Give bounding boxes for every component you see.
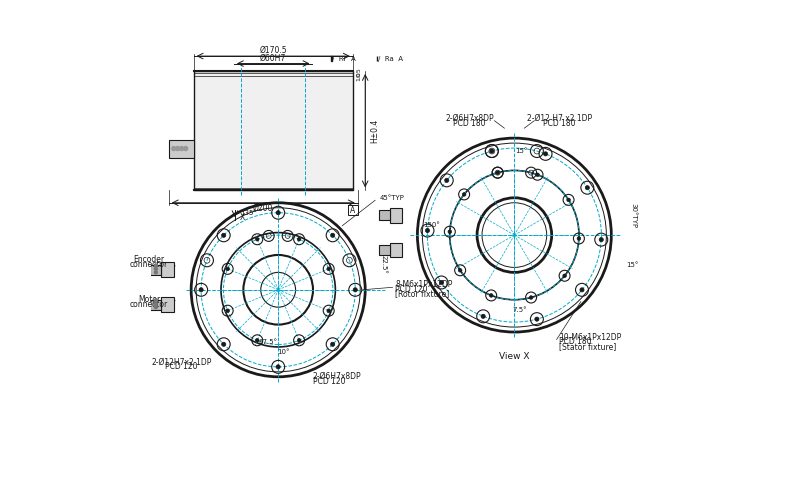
Text: PCD 120: PCD 120	[165, 362, 198, 372]
Text: /  Rr  A: / Rr A	[332, 56, 356, 62]
Circle shape	[199, 288, 203, 292]
Circle shape	[353, 288, 358, 292]
Text: 30°TYP: 30°TYP	[630, 202, 637, 228]
Text: Ø200: Ø200	[253, 204, 274, 213]
Circle shape	[563, 274, 566, 278]
Circle shape	[172, 146, 176, 150]
Bar	[390, 242, 402, 258]
Text: PCD 120: PCD 120	[313, 378, 346, 386]
Circle shape	[445, 178, 449, 182]
Text: 2-Ø6H7x8DP: 2-Ø6H7x8DP	[446, 114, 494, 122]
Circle shape	[536, 173, 539, 176]
Circle shape	[327, 267, 330, 270]
Text: Ø170.5: Ø170.5	[259, 46, 287, 54]
Circle shape	[426, 228, 430, 232]
Circle shape	[255, 238, 259, 241]
Text: 2-Ø6H7x8DP: 2-Ø6H7x8DP	[313, 372, 362, 382]
Circle shape	[222, 233, 226, 237]
Circle shape	[154, 264, 158, 267]
Bar	[194, 71, 353, 190]
Circle shape	[462, 192, 466, 196]
Circle shape	[298, 338, 301, 342]
Text: 45°TYP: 45°TYP	[380, 195, 405, 201]
Circle shape	[458, 268, 462, 272]
Text: [Rotor fixture]: [Rotor fixture]	[395, 290, 450, 298]
Text: A: A	[350, 206, 355, 214]
Text: PCD 180: PCD 180	[454, 118, 486, 128]
Circle shape	[276, 210, 280, 215]
Circle shape	[298, 238, 301, 241]
Circle shape	[184, 146, 188, 150]
Text: Ø60H7: Ø60H7	[260, 54, 286, 63]
Text: PCD 180: PCD 180	[543, 118, 575, 128]
Circle shape	[154, 271, 158, 274]
Circle shape	[543, 152, 548, 156]
Bar	[378, 210, 390, 220]
Text: connector: connector	[130, 300, 168, 309]
Text: 67.5°: 67.5°	[258, 339, 278, 345]
Bar	[150, 265, 162, 275]
Bar	[150, 300, 162, 310]
Text: H±0.4: H±0.4	[370, 118, 379, 143]
Circle shape	[255, 338, 259, 342]
Text: View X: View X	[499, 352, 530, 362]
Circle shape	[330, 233, 334, 237]
Text: /  Ra  A: / Ra A	[378, 56, 402, 62]
Circle shape	[530, 296, 533, 300]
Text: 150°: 150°	[423, 222, 440, 228]
Bar	[162, 297, 174, 312]
Circle shape	[577, 236, 581, 240]
Circle shape	[330, 342, 334, 346]
Text: connector: connector	[130, 260, 168, 270]
Bar	[378, 245, 390, 255]
Text: 0.5: 0.5	[357, 68, 362, 78]
Circle shape	[327, 309, 330, 312]
Circle shape	[566, 198, 570, 202]
Circle shape	[154, 298, 158, 302]
Text: 15°: 15°	[626, 262, 638, 268]
Circle shape	[580, 288, 584, 292]
Text: X: X	[240, 213, 245, 222]
Text: 135°: 135°	[240, 210, 257, 216]
Circle shape	[180, 146, 184, 150]
Circle shape	[490, 149, 494, 153]
Text: Encoder: Encoder	[134, 256, 165, 264]
Circle shape	[222, 342, 226, 346]
Text: [Stator fixture]: [Stator fixture]	[559, 342, 616, 351]
Bar	[348, 205, 358, 215]
Bar	[162, 262, 174, 278]
Circle shape	[154, 302, 158, 305]
Circle shape	[481, 314, 486, 318]
Text: Motor: Motor	[138, 295, 160, 304]
Bar	[390, 208, 402, 222]
Circle shape	[226, 309, 230, 312]
Text: 1.0: 1.0	[357, 71, 362, 81]
Circle shape	[496, 171, 499, 174]
Bar	[169, 140, 194, 158]
Circle shape	[276, 365, 280, 369]
Circle shape	[599, 238, 603, 242]
Text: 8-M6x1Px12DP: 8-M6x1Px12DP	[395, 280, 453, 289]
Circle shape	[439, 280, 443, 284]
Text: 2-Ø12 H7 x2.1DP: 2-Ø12 H7 x2.1DP	[526, 114, 592, 122]
Text: 10°: 10°	[277, 349, 290, 355]
Text: 7.5°: 7.5°	[512, 306, 526, 312]
Circle shape	[154, 268, 158, 270]
Text: 2-Ø12H7x2.1DP: 2-Ø12H7x2.1DP	[151, 358, 211, 366]
Text: 15°: 15°	[516, 148, 528, 154]
Circle shape	[534, 317, 539, 321]
Circle shape	[586, 186, 590, 190]
Text: 10-M6x1Px12DP: 10-M6x1Px12DP	[559, 332, 622, 342]
Circle shape	[490, 294, 493, 297]
Text: PCD 180: PCD 180	[559, 338, 592, 346]
Circle shape	[176, 146, 180, 150]
Text: 22.5°: 22.5°	[380, 256, 386, 274]
Circle shape	[154, 306, 158, 308]
Text: PCD 120: PCD 120	[395, 285, 427, 294]
Circle shape	[226, 267, 230, 270]
Circle shape	[448, 230, 452, 234]
